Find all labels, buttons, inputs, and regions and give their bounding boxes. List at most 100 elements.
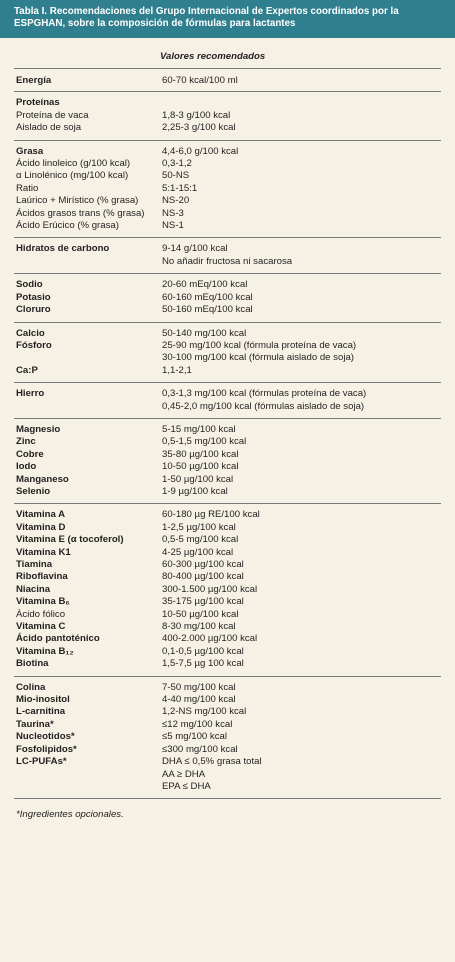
value-line: ≤5 mg/100 kcal <box>162 731 227 743</box>
value-line: NS-1 <box>162 220 184 232</box>
row-value: 4-25 µg/100 kcal <box>162 547 233 559</box>
row-group: Magnesio 5-15 mg/100 kcal Zinc 0,5-1,5 mg/1… <box>14 419 441 505</box>
row-label: Ácido Erúcico (% grasa) <box>16 220 119 232</box>
row-label: LC-PUFAs* <box>16 756 67 768</box>
row-value: 8-30 mg/100 kcal <box>162 621 236 633</box>
value-line: NS-3 <box>162 207 184 219</box>
row-label: Tiamina <box>16 559 53 570</box>
table-row: LC-PUFAs* DHA ≤ 0,5% grasa total AA ≥ DHA E… <box>14 756 441 793</box>
row-label: Iodo <box>16 461 37 473</box>
row-label: Hierro <box>16 388 45 400</box>
value-line: 1-50 µg/100 kcal <box>162 473 234 485</box>
row-value: 1-9 µg/100 kcal <box>162 486 228 498</box>
row-label: Proteínas <box>16 97 60 109</box>
value-line: 60-160 mEq/100 kcal <box>162 291 253 303</box>
table-row: Biotina 1,5-7,5 µg 100 kcal <box>14 658 441 670</box>
value-line: AA ≥ DHA <box>162 768 206 780</box>
row-value: 0,3-1,3 mg/100 kcal (fórmulas proteína d… <box>162 388 366 413</box>
value-line: 4-25 µg/100 kcal <box>162 546 234 558</box>
table-row: Cloruro 50-160 mEq/100 kcal <box>14 304 441 316</box>
table-row: L-carnitina 1,2-NS mg/100 kcal <box>14 706 441 718</box>
row-value: 4,4-6,0 g/100 kcal <box>162 146 238 158</box>
value-line: EPA ≤ DHA <box>162 780 211 792</box>
table-row: Ácido fólico 10-50 µg/100 kcal <box>14 609 441 621</box>
table-row: Tiamina 60-300 µg/100 kcal <box>14 559 441 571</box>
row-value: 1,1-2,1 <box>162 365 192 377</box>
value-line: 0,45-2,0 mg/100 kcal (fórmulas aislado d… <box>162 400 365 412</box>
row-label: Vitamina B₆ <box>16 596 70 608</box>
table-row: Energía 60-70 kcal/100 ml <box>14 75 441 87</box>
row-label: Ácidos grasos trans (% grasa) <box>16 207 145 219</box>
value-line: 35-175 µg/100 kcal <box>162 596 244 608</box>
table-row: Ácidos grasos trans (% grasa) NS-3 <box>14 208 441 220</box>
row-label: Biotina <box>16 658 49 670</box>
value-line: 50-160 mEq/100 kcal <box>162 304 253 316</box>
row-label: Ratio <box>16 182 39 194</box>
row-group: Colina 7-50 mg/100 kcal Mio-inositol 4-40 m… <box>14 677 441 800</box>
row-value: 5-15 mg/100 kcal <box>162 424 236 436</box>
footnote: *Ingredientes opcionales. <box>16 809 124 821</box>
column-header: Valores recomendados <box>14 38 441 69</box>
row-label: Ácido pantoténico <box>16 633 100 645</box>
row-label: Ácido fólico <box>16 608 66 620</box>
row-value: 60-180 µg RE/100 kcal <box>162 509 260 521</box>
value-line: 5:1-15:1 <box>162 182 198 194</box>
row-label: Riboflavina <box>16 571 68 583</box>
value-line: 0,3-1,2 <box>162 158 192 170</box>
value-line: ≤300 mg/100 kcal <box>162 743 238 755</box>
value-line: No añadir fructosa ni sacarosa <box>162 255 293 267</box>
row-label: Taurina* <box>16 718 54 730</box>
table-row: Fosfolipidos* ≤300 mg/100 kcal <box>14 744 441 756</box>
table-row: Vitamina K1 4-25 µg/100 kcal <box>14 547 441 559</box>
value-line: 60-70 kcal/100 ml <box>162 75 238 86</box>
row-label: Vitamina D <box>16 521 66 533</box>
row-value: 80-400 µg/100 kcal <box>162 571 244 583</box>
value-line: 9-14 g/100 kcal <box>162 243 228 255</box>
row-value: 1-2,5 µg/100 kcal <box>162 522 236 534</box>
table-row: Vitamina B₆ 35-175 µg/100 kcal <box>14 596 441 608</box>
row-label: Proteína de vaca <box>16 109 89 121</box>
table-row: Proteína de vaca 1,8-3 g/100 kcal <box>14 110 441 122</box>
row-value: 0,5-5 mg/100 kcal <box>162 534 238 546</box>
row-group: Vitamina A 60-180 µg RE/100 kcal Vitamina … <box>14 504 441 677</box>
table-row: Aislado de soja 2,25-3 g/100 kcal <box>14 122 441 134</box>
value-line: 7-50 mg/100 kcal <box>162 681 236 693</box>
row-label: Mio-inositol <box>16 694 70 706</box>
table-row: Vitamina B₁₂ 0,1-0,5 µg/100 kcal <box>14 646 441 658</box>
table-row: Vitamina A 60-180 µg RE/100 kcal <box>14 509 441 521</box>
row-label: Cobre <box>16 448 44 460</box>
row-value: 60-160 mEq/100 kcal <box>162 292 253 304</box>
value-line: 30-100 mg/100 kcal (fórmula aislado de s… <box>162 352 354 364</box>
row-value: 60-70 kcal/100 ml <box>162 75 238 87</box>
value-line: 0,5-5 mg/100 kcal <box>162 534 239 546</box>
row-value: 7-50 mg/100 kcal <box>162 682 236 694</box>
row-value: 400-2.000 µg/100 kcal <box>162 633 257 645</box>
value-line: 400-2.000 µg/100 kcal <box>162 633 258 645</box>
row-label: Grasa <box>16 145 44 157</box>
table-title: Tabla I. Recomendaciones del Grupo Inter… <box>0 0 455 38</box>
table-row: Zinc 0,5-1,5 mg/100 kcal <box>14 436 441 448</box>
table-row: Mio-inositol 4-40 mg/100 kcal <box>14 694 441 706</box>
table-row: Niacina 300-1.500 µg/100 kcal <box>14 584 441 596</box>
row-value: 10-50 µg/100 kcal <box>162 461 238 473</box>
table-row: Iodo 10-50 µg/100 kcal <box>14 461 441 473</box>
row-label: Vitamina C <box>16 621 66 633</box>
table-row: Hierro 0,3-1,3 mg/100 kcal (fórmulas prot… <box>14 388 441 413</box>
row-value: NS-1 <box>162 220 184 232</box>
row-group: Proteínas Proteína de vaca 1,8-3 g/100 kca… <box>14 92 441 141</box>
table-row: Laúrico + Mirístico (% grasa) NS-20 <box>14 195 441 207</box>
table-row: Magnesio 5-15 mg/100 kcal <box>14 424 441 436</box>
row-value: ≤300 mg/100 kcal <box>162 744 238 756</box>
table-row: Manganeso 1-50 µg/100 kcal <box>14 474 441 486</box>
row-label: Vitamina B₁₂ <box>16 645 74 657</box>
row-label: Potasio <box>16 291 51 303</box>
row-value: 0,5-1,5 mg/100 kcal <box>162 436 246 448</box>
value-line: 300-1.500 µg/100 kcal <box>162 583 258 595</box>
row-value: NS-20 <box>162 195 189 207</box>
row-value: 50-140 mg/100 kcal <box>162 328 246 340</box>
row-value: 0,3-1,2 <box>162 158 192 170</box>
value-line: 1,2-NS mg/100 kcal <box>162 706 247 718</box>
table-row: Vitamina D 1-2,5 µg/100 kcal <box>14 522 441 534</box>
row-value: 1,2-NS mg/100 kcal <box>162 706 246 718</box>
row-label: L-carnitina <box>16 706 66 718</box>
